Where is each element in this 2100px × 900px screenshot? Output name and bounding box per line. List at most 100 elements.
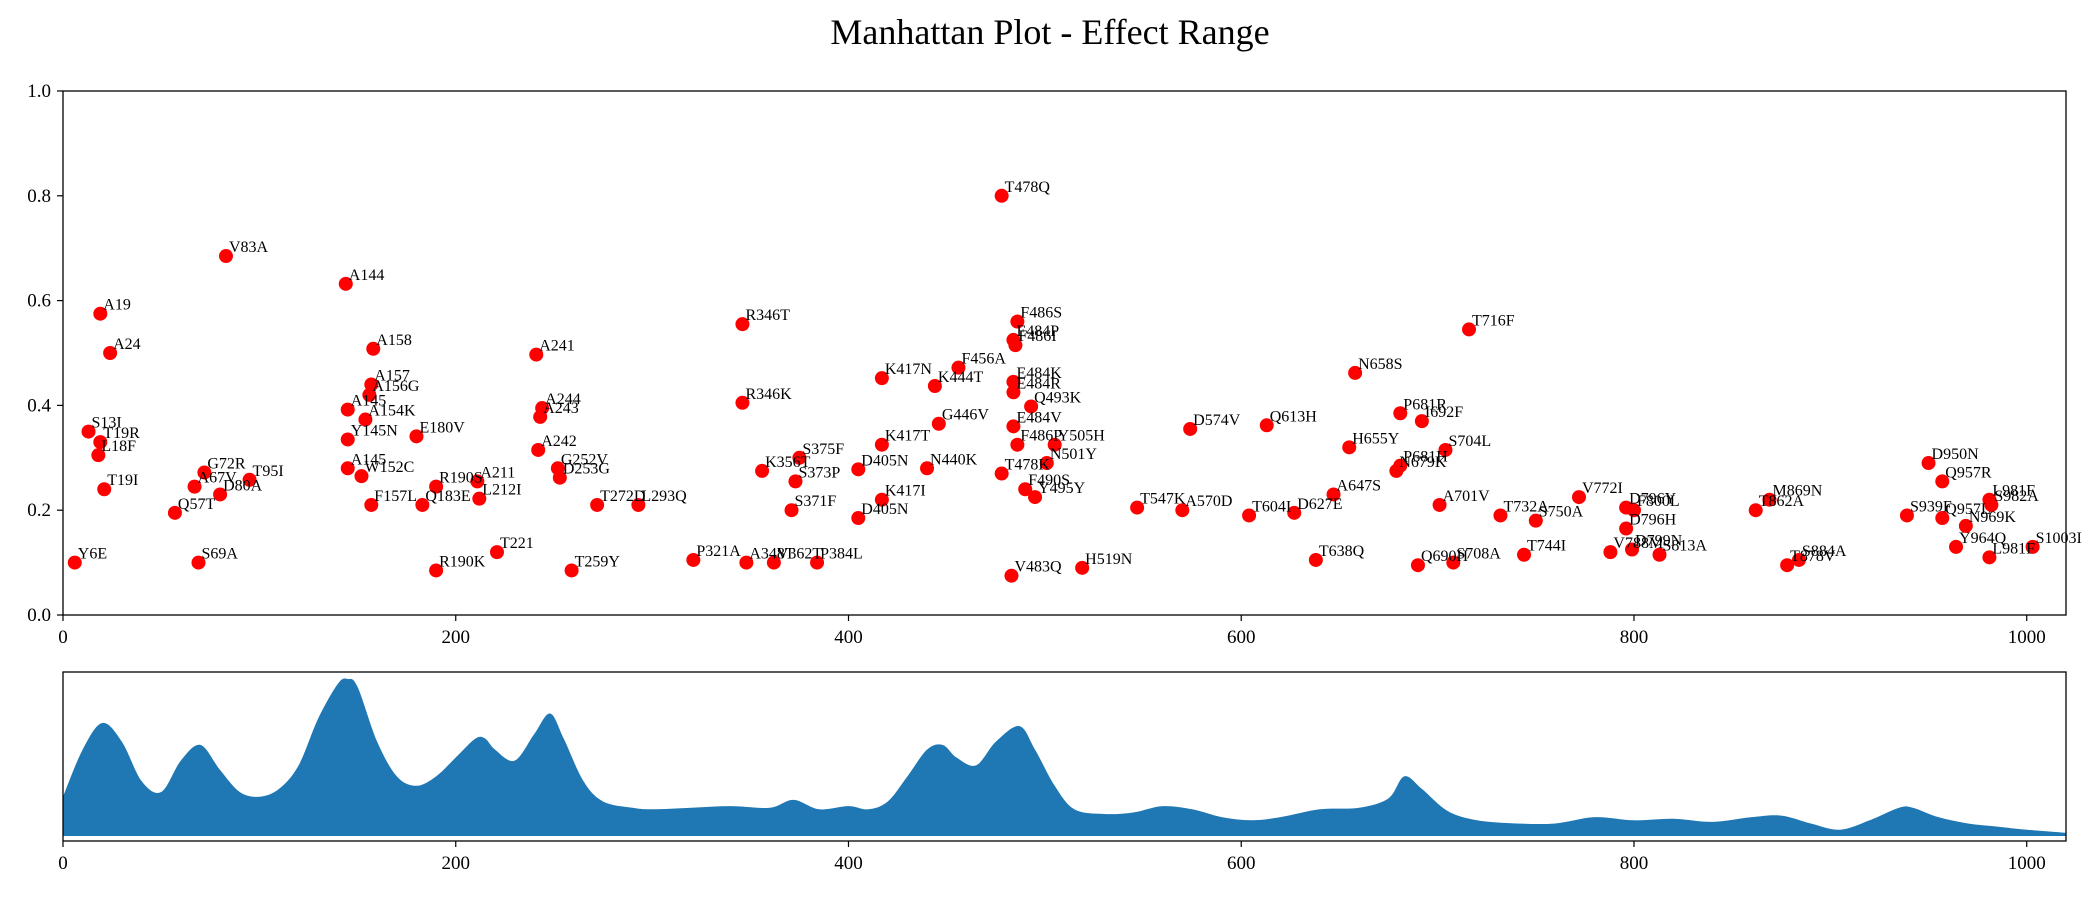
x-tick-label: 0 — [58, 627, 68, 648]
point-label: S373P — [798, 464, 840, 481]
point-label: S750A — [1539, 504, 1584, 521]
scatter-point — [1024, 399, 1039, 414]
point-label: K356T — [765, 454, 811, 471]
point-label: F490S — [1028, 472, 1070, 489]
scatter-point — [364, 377, 379, 392]
scatter-point — [1603, 545, 1618, 560]
scatter-point — [1949, 539, 1964, 554]
point-label: S13I — [92, 415, 122, 432]
scatter-point — [1006, 385, 1021, 400]
scatter-point — [874, 437, 889, 452]
point-label: K417I — [885, 483, 926, 500]
point-label: T221 — [500, 535, 534, 552]
point-label: D80A — [223, 477, 263, 494]
scatter-point — [851, 511, 866, 526]
scatter-point — [97, 482, 112, 497]
point-label: E180V — [419, 419, 465, 436]
point-label: F456A — [961, 351, 1006, 368]
x-tick-label: 800 — [1620, 853, 1649, 874]
point-label: L981F — [1992, 540, 2035, 557]
scatter-point — [1780, 558, 1795, 573]
x-tick-label: 800 — [1620, 627, 1649, 648]
scatter-point — [1517, 547, 1532, 562]
scatter-point — [242, 472, 257, 487]
point-label: D796H — [1629, 512, 1677, 529]
point-label: T604I — [1252, 498, 1291, 515]
scatter-point — [1791, 552, 1806, 567]
point-label: T744I — [1527, 538, 1566, 555]
scatter-point — [1008, 338, 1023, 353]
point-label: A156G — [372, 378, 420, 395]
point-label: W152C — [364, 459, 414, 476]
y-tick-label: 0.4 — [27, 395, 51, 416]
scatter-point — [927, 379, 942, 394]
scatter-point — [81, 424, 96, 439]
point-label: G72R — [207, 455, 246, 472]
scatter-point — [994, 188, 1009, 203]
scatter-point — [218, 249, 233, 264]
scatter-point — [766, 555, 781, 570]
scatter-point — [1958, 518, 1973, 533]
scatter-point — [920, 461, 935, 476]
point-label: V788M — [1613, 535, 1663, 552]
density-area — [63, 678, 2066, 836]
point-label: K417N — [885, 361, 933, 378]
scatter-point — [1389, 463, 1404, 478]
figure-title: Manhattan Plot - Effect Range — [830, 12, 1269, 52]
point-label: P681H — [1403, 449, 1448, 466]
point-label: T259Y — [575, 553, 621, 570]
scatter-point — [1410, 558, 1425, 573]
point-label: E484R — [1016, 375, 1061, 392]
scatter-point — [1899, 508, 1914, 523]
scatter-point — [1982, 550, 1997, 565]
point-label: V483Q — [1014, 559, 1062, 576]
point-label: Q690H — [1421, 548, 1469, 565]
point-label: R346K — [745, 386, 792, 403]
y-tick-label: 0.6 — [27, 291, 51, 312]
scatter-point — [1006, 374, 1021, 389]
scatter-point — [409, 429, 424, 444]
scatter-point — [792, 450, 807, 465]
scatter-point — [951, 360, 966, 375]
scatter-point — [1287, 505, 1302, 520]
point-label: N658S — [1358, 356, 1402, 373]
point-label: T547K — [1140, 491, 1186, 508]
point-label: S982A — [1994, 488, 2039, 505]
scatter-x-axis: 0 200 400 600 800 1000 — [58, 615, 2046, 648]
point-label: D405N — [861, 452, 909, 469]
point-label: E484P — [1016, 323, 1059, 340]
point-label: K444T — [938, 369, 984, 386]
scatter-point — [1130, 500, 1145, 515]
point-label: H655Y — [1352, 430, 1400, 447]
point-label: S813A — [1663, 538, 1708, 555]
scatter-point — [340, 432, 355, 447]
scatter-point — [1004, 568, 1019, 583]
point-label: L212I — [482, 482, 521, 499]
point-label: G252V — [561, 451, 609, 468]
scatter-point — [851, 462, 866, 477]
y-tick-label: 0.2 — [27, 500, 51, 521]
scatter-point — [1010, 437, 1025, 452]
scatter-point — [1748, 503, 1763, 518]
point-label: I692F — [1425, 404, 1463, 421]
point-label: D574V — [1193, 412, 1241, 429]
point-label: A241 — [539, 338, 575, 355]
scatter-point — [470, 474, 485, 489]
scatter-point — [874, 371, 889, 386]
scatter-point — [67, 555, 82, 570]
scatter-point — [489, 545, 504, 560]
point-label: A145 — [351, 451, 387, 468]
x-tick-label: 600 — [1227, 627, 1256, 648]
point-label: A67V — [198, 470, 238, 487]
scatter-point — [1006, 419, 1021, 434]
point-label: Q183E — [425, 488, 470, 505]
point-label: D796Y — [1629, 491, 1677, 508]
point-label: S708A — [1456, 546, 1501, 563]
point-label: R346T — [745, 307, 790, 324]
scatter-point — [686, 552, 701, 567]
point-label: T272D — [600, 488, 645, 505]
x-tick-label: 200 — [441, 627, 470, 648]
scatter-point — [784, 503, 799, 518]
